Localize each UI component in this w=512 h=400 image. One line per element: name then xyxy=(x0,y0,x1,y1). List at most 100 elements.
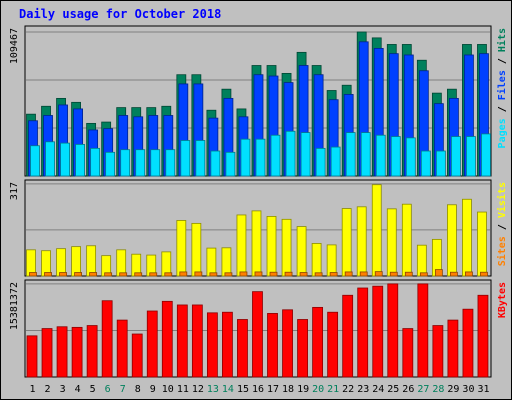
bar-pages xyxy=(375,134,386,177)
bar-visits xyxy=(326,244,337,277)
bar-visits xyxy=(296,226,307,277)
chart-panels: 109467 Pages / Files / Hits 317 Sites / Vis… xyxy=(9,25,508,378)
bar-sites xyxy=(284,271,293,277)
bar-kbytes xyxy=(206,312,218,378)
bar-kbytes xyxy=(312,306,324,378)
x-tick-label: 25 xyxy=(387,384,399,395)
x-tick-label: 14 xyxy=(222,384,234,395)
bar-sites xyxy=(450,271,458,277)
bar-visits xyxy=(356,206,367,277)
bar-kbytes xyxy=(116,319,128,378)
bar-sites xyxy=(389,271,398,277)
bar-kbytes xyxy=(387,283,399,378)
bar-visits xyxy=(477,211,487,277)
legend-entry-2: Visits xyxy=(496,182,508,218)
x-tick-label: 26 xyxy=(402,384,414,395)
x-tick-label: 17 xyxy=(267,384,279,395)
bar-visits xyxy=(221,247,232,277)
bar-kbytes xyxy=(462,308,474,378)
bar-kbytes xyxy=(417,283,429,378)
bar-visits xyxy=(416,244,427,277)
bar-kbytes xyxy=(41,328,53,378)
bar-pages xyxy=(285,130,296,177)
bar-visits xyxy=(86,245,97,277)
bar-pages xyxy=(330,146,341,177)
x-tick-label: 6 xyxy=(105,384,111,395)
bar-kbytes xyxy=(86,325,98,378)
bar-visits xyxy=(236,214,247,277)
bar-kbytes xyxy=(101,300,113,378)
bar-sites xyxy=(119,272,128,277)
bar-pages xyxy=(90,147,101,177)
bar-pages xyxy=(30,145,40,177)
x-tick-label: 31 xyxy=(477,384,489,395)
bar-visits xyxy=(341,208,352,277)
bar-sites xyxy=(59,272,67,277)
x-tick-label: 5 xyxy=(90,384,96,395)
x-tick-label: 9 xyxy=(150,384,156,395)
bar-pages xyxy=(180,140,191,177)
bar-pages xyxy=(481,133,491,177)
bar-kbytes xyxy=(282,309,293,378)
legend-entry-0: KBytes xyxy=(497,282,508,318)
x-axis-tick-labels: 1 2 3 4 5 6 7 8 9 10 11 12 13 14 15 16 17 18 19 20 21 22 23 24 2… xyxy=(30,384,490,395)
bar-sites xyxy=(480,271,488,277)
bar-sites xyxy=(374,271,383,277)
chart-title: Daily usage for October 2018 xyxy=(19,7,221,21)
bar-kbytes xyxy=(146,310,158,378)
bar-pages xyxy=(135,149,146,177)
bar-visits xyxy=(266,216,277,277)
bar-kbytes xyxy=(297,319,308,378)
bar-sites xyxy=(254,271,263,277)
bar-visits xyxy=(371,184,382,277)
x-tick-label: 3 xyxy=(60,384,66,395)
x-tick-label: 21 xyxy=(327,384,339,395)
bar-kbytes xyxy=(432,325,444,378)
legend-entry-3: / xyxy=(497,52,508,70)
bar-kbytes xyxy=(477,294,489,378)
bar-pages xyxy=(315,147,326,177)
bar-pages xyxy=(165,149,176,177)
bar-visits xyxy=(161,251,172,277)
legend-entry-1: / xyxy=(497,100,508,118)
bar-visits xyxy=(26,249,36,277)
bar-pages xyxy=(360,132,371,177)
legend-entry-4: Hits xyxy=(496,28,508,52)
bar-pages xyxy=(120,149,131,177)
bar-pages xyxy=(466,136,476,177)
bar-pages xyxy=(210,150,221,177)
bar-kbytes xyxy=(327,311,339,378)
bar-sites xyxy=(179,271,188,277)
bar-kbytes xyxy=(191,304,203,378)
bar-pages xyxy=(420,150,431,177)
series-legend: KBytes xyxy=(497,282,508,318)
bar-kbytes xyxy=(222,311,233,378)
bar-pages xyxy=(225,151,236,177)
bar-sites xyxy=(344,271,353,277)
bar-sites xyxy=(434,269,443,277)
x-tick-label: 7 xyxy=(120,384,126,395)
bar-kbytes xyxy=(252,291,263,378)
bar-pages xyxy=(451,136,461,177)
bar-kbytes xyxy=(71,326,83,378)
x-tick-label: 12 xyxy=(192,384,204,395)
bar-pages xyxy=(150,149,161,177)
bar-sites xyxy=(359,271,368,277)
bar-kbytes xyxy=(176,304,188,378)
legend-entry-1: / xyxy=(497,218,508,236)
y-max-label: 109467 xyxy=(9,28,20,64)
legend-entry-0: Sites xyxy=(496,236,508,266)
series-kbytes xyxy=(26,283,489,378)
bar-visits xyxy=(206,247,217,277)
bar-kbytes xyxy=(237,319,248,378)
bar-pages xyxy=(390,136,401,177)
x-tick-label: 30 xyxy=(462,384,474,395)
series-sites xyxy=(29,269,488,277)
bar-visits xyxy=(401,203,412,277)
bar-sites xyxy=(239,271,248,277)
bar-sites xyxy=(224,272,233,277)
bar-pages xyxy=(255,138,266,177)
x-tick-label: 11 xyxy=(177,384,189,395)
bar-visits xyxy=(56,248,66,277)
bar-sites xyxy=(194,271,203,277)
